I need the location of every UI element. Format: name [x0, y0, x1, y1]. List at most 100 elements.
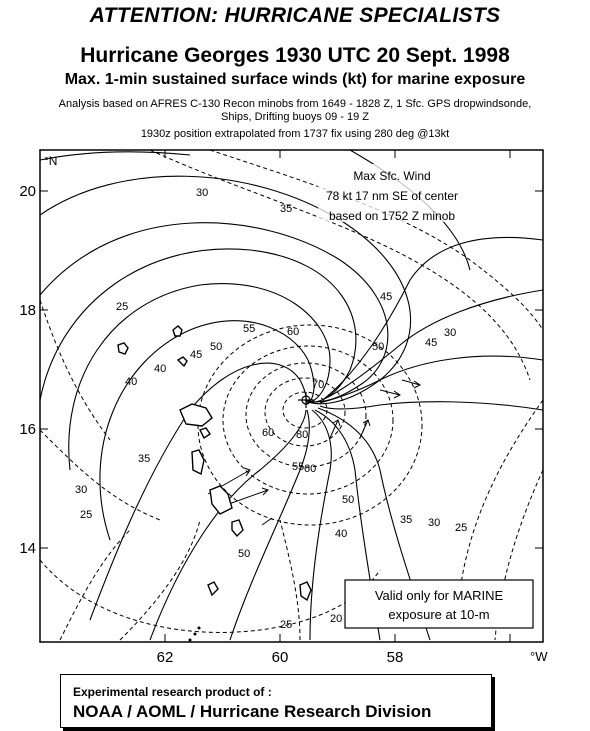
dashed-isotach: [245, 362, 367, 468]
dashed-isotach: [222, 345, 394, 495]
contour-label: 30: [196, 187, 208, 199]
islet: [188, 638, 192, 642]
max-wind-line2: 78 kt 17 nm SE of center: [326, 189, 458, 203]
contour-label: 50: [342, 494, 354, 506]
contour-label: 50: [210, 341, 222, 353]
contour-label: 70: [312, 379, 324, 391]
contour-label: 40: [154, 363, 166, 375]
max-wind-annotation: Max Sfc. Wind 78 kt 17 nm SE of center b…: [318, 164, 460, 223]
contour-label: 30: [444, 327, 456, 339]
streamline: [40, 175, 411, 405]
island: [299, 581, 312, 602]
island: [117, 342, 129, 355]
streamline: [229, 409, 310, 641]
arrow: [261, 517, 273, 526]
streamline: [99, 320, 315, 541]
dashed-isotach: [459, 399, 543, 591]
attention-banner: ATTENTION: HURRICANE SPECIALISTS: [89, 4, 501, 27]
arrow: [401, 379, 421, 389]
dashed-isotach: [40, 429, 161, 521]
streamline: [319, 355, 543, 404]
chart-subtitle: Max. 1-min sustained surface winds (kt) …: [64, 71, 526, 88]
contour-label: 30: [428, 517, 440, 529]
analysis-note-line2: Ships, Drifting buoys 09 - 19 Z: [221, 111, 369, 123]
arrow: [329, 419, 341, 439]
inflow-arrows: [207, 379, 421, 526]
streamline: [319, 401, 543, 411]
arrow: [359, 419, 371, 439]
island: [176, 356, 188, 368]
contour-label: 25: [116, 301, 128, 313]
credit-box: Experimental research product of : NOAA …: [60, 674, 492, 728]
island: [207, 581, 219, 597]
dashed-isotach: [59, 529, 131, 641]
contour-label: 55: [243, 323, 255, 335]
island: [172, 325, 183, 337]
contour-label: 40: [335, 528, 347, 540]
contour-label: 50: [238, 548, 250, 560]
lat-unit-label: °N: [44, 154, 57, 168]
contour-label: 25: [80, 509, 92, 521]
arrow: [379, 389, 401, 399]
island: [191, 449, 205, 476]
valid-line1: Valid only for MARINE: [375, 588, 504, 603]
contour-label: 30: [75, 484, 87, 496]
max-wind-annotation-bg: [318, 164, 460, 222]
max-wind-line1: Max Sfc. Wind: [353, 169, 430, 183]
analysis-note-line1: Analysis based on AFRES C-130 Recon mino…: [58, 98, 532, 110]
contour-label: 45: [425, 337, 437, 349]
contour-label: 35: [138, 453, 150, 465]
max-wind-line3: based on 1752 Z minob: [329, 209, 455, 223]
lon-axis: 62 60 58 °W: [157, 150, 548, 666]
streamline: [89, 362, 307, 621]
credit-line2: NOAA / AOML / Hurricane Research Divisio…: [73, 702, 432, 721]
map-content: 30 35 25 45 50 55 60 50 40 45 30 70 80 4…: [40, 150, 543, 642]
storm-center-marker: [298, 392, 314, 408]
contour-labels: 30 35 25 45 50 55 60 50 40 45 30 70 80 4…: [75, 187, 467, 631]
lat-tick-label: 18: [19, 302, 36, 319]
island: [199, 427, 211, 440]
credit-line1: Experimental research product of :: [73, 685, 272, 699]
streamline: [309, 409, 332, 641]
island: [209, 485, 233, 515]
contour-label: 45: [380, 291, 392, 303]
contour-label: 45: [190, 349, 202, 361]
contour-label: 80: [296, 429, 308, 441]
streamline: [40, 222, 389, 403]
dashed-isotach: [264, 377, 346, 447]
arrow: [225, 487, 269, 506]
contour-label: 20: [330, 613, 342, 625]
islands: [117, 325, 312, 602]
streamline: [324, 236, 543, 399]
islet: [197, 626, 201, 630]
contour-label: 35: [280, 203, 292, 215]
streamline: [40, 151, 191, 161]
contour-label: 55: [292, 461, 304, 473]
contour-label: 50: [372, 341, 384, 353]
island: [179, 403, 213, 427]
dashed-isotach: [279, 519, 301, 641]
dashed-isotach: [40, 299, 111, 441]
contour-label: 25: [455, 522, 467, 534]
contour-label: 35: [400, 514, 412, 526]
contour-label: 40: [125, 376, 137, 388]
lat-axis: °N 20 18 16 14: [19, 154, 543, 557]
dashed-isotachs: [40, 150, 543, 641]
position-note: 1930z position extrapolated from 1737 fi…: [140, 128, 450, 140]
island: [231, 519, 244, 538]
lat-tick-label: 14: [19, 540, 36, 557]
valid-line2: exposure at 10-m: [388, 607, 489, 622]
streamline: [149, 409, 307, 641]
contour-label: 60: [304, 463, 316, 475]
lat-tick-label: 16: [19, 421, 36, 438]
lon-tick-label: 60: [272, 649, 289, 666]
dashed-isotach: [209, 150, 543, 331]
islet: [193, 632, 197, 636]
valid-only-box: Valid only for MARINE exposure at 10-m: [344, 579, 534, 629]
lon-unit-label: °W: [530, 649, 548, 664]
contour-label: 60: [287, 326, 299, 338]
dashed-isotach: [119, 519, 201, 641]
contour-label: 60: [262, 427, 274, 439]
lat-tick-label: 20: [19, 183, 36, 200]
